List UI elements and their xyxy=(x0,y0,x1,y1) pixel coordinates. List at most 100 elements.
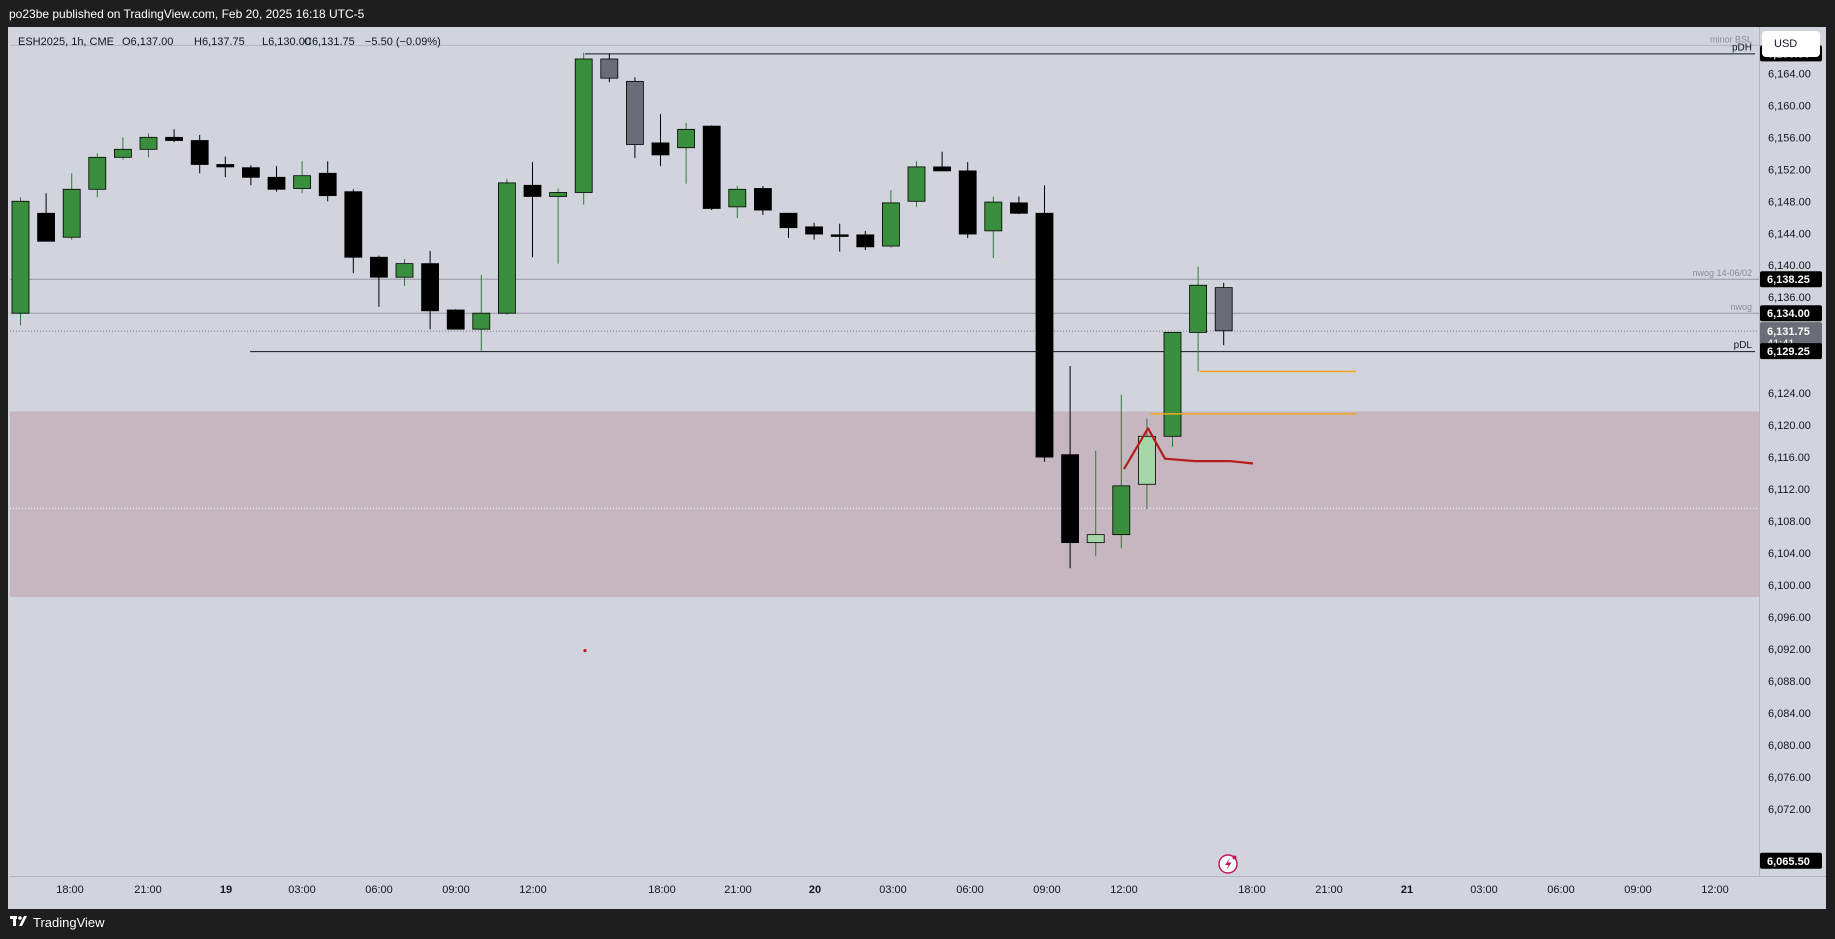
time-axis[interactable]: 18:00 21:00 19 03:00 06:00 09:00 12:00 18:00 21:… xyxy=(56,884,1729,896)
price-tick-label: 6,080.00 xyxy=(1768,740,1811,752)
candle-body xyxy=(1214,287,1233,332)
price-tick-label: 6,120.00 xyxy=(1768,420,1811,432)
candle xyxy=(421,250,440,330)
candle xyxy=(62,173,81,240)
candle-body xyxy=(728,188,747,208)
price-tick-label: 6,124.00 xyxy=(1768,388,1811,400)
candle-body xyxy=(958,170,977,235)
candle-body xyxy=(497,182,516,314)
time-tick-label: 19 xyxy=(220,884,232,896)
price-tick-label: 6,112.00 xyxy=(1768,484,1810,496)
brand-name: TradingView xyxy=(33,915,105,930)
candle xyxy=(754,186,772,215)
time-tick-label: 18:00 xyxy=(648,884,676,896)
candle xyxy=(933,151,951,172)
candle xyxy=(728,186,747,219)
candle-body xyxy=(1138,435,1156,485)
time-tick-label: 06:00 xyxy=(1547,884,1575,896)
time-tick-label: 06:00 xyxy=(956,884,984,896)
publish-info: po23be published on TradingView.com, Feb… xyxy=(9,7,365,21)
candle xyxy=(702,125,721,211)
candle xyxy=(626,77,644,159)
candles xyxy=(11,52,1233,569)
price-tick-label: 6,148.00 xyxy=(1768,196,1811,208)
price-tag-value: 6,129.25 xyxy=(1767,346,1810,358)
price-tick-label: 6,092.00 xyxy=(1768,644,1811,656)
price-tag-value: 6,138.25 xyxy=(1767,274,1810,286)
candle-body xyxy=(1035,212,1054,458)
level-label: minor BSL xyxy=(1710,34,1752,44)
candle-body xyxy=(677,128,695,149)
candle-body xyxy=(856,234,875,248)
candle-body xyxy=(1010,202,1028,214)
brand[interactable]: TradingView xyxy=(10,915,105,930)
candle-body xyxy=(190,140,209,165)
candle-body xyxy=(882,202,900,247)
candle-body xyxy=(907,166,926,202)
candle-body xyxy=(1189,284,1207,333)
time-tick-label: 18:00 xyxy=(56,884,84,896)
candle xyxy=(830,223,849,252)
candle xyxy=(1163,331,1182,447)
candle-body xyxy=(702,125,721,209)
symbol-name[interactable]: ESH2025, 1h, CME xyxy=(18,36,114,48)
candle xyxy=(472,274,491,351)
candle xyxy=(1086,450,1105,557)
candle-body xyxy=(984,201,1003,232)
alert-icon[interactable] xyxy=(1218,854,1238,874)
candle-body xyxy=(318,172,337,197)
time-tick-label: 03:00 xyxy=(879,884,907,896)
candle xyxy=(369,255,388,307)
price-tag-bg xyxy=(1760,343,1822,360)
price-tick-label: 6,140.00 xyxy=(1768,260,1811,272)
high-value: H6,137.75 xyxy=(194,36,245,48)
price-tick-label: 6,108.00 xyxy=(1768,516,1811,528)
overlays xyxy=(583,370,1356,653)
time-tick-label: 12:00 xyxy=(1110,884,1138,896)
candle-body xyxy=(830,234,849,237)
candle xyxy=(907,161,926,207)
price-tag-value: 6,131.75 xyxy=(1767,326,1810,338)
price-tick-label: 6,096.00 xyxy=(1768,612,1811,624)
price-axis[interactable]: 6,168.006,164.006,160.006,156.006,152.00… xyxy=(1768,36,1811,815)
price-tick-label: 6,144.00 xyxy=(1768,228,1811,240)
price-tag: 6,129.25 xyxy=(1760,343,1822,360)
candle-body xyxy=(1061,454,1079,544)
candle-body xyxy=(472,312,491,330)
candle xyxy=(241,165,260,186)
price-tag-bg xyxy=(1760,852,1822,869)
time-tick-label: 03:00 xyxy=(1470,884,1498,896)
currency-selector[interactable]: USD xyxy=(1762,31,1820,57)
candle-body xyxy=(114,148,132,158)
time-tick-label: 18:00 xyxy=(1238,884,1266,896)
candle xyxy=(139,133,158,158)
candle-body xyxy=(1086,534,1105,544)
price-tick-label: 6,152.00 xyxy=(1768,164,1811,176)
price-tag-bg xyxy=(1760,271,1822,288)
level-label: nwog xyxy=(1730,302,1752,312)
change-value: −5.50 (−0.09%) xyxy=(365,36,441,48)
candle xyxy=(293,161,312,194)
candle-body xyxy=(600,58,619,79)
candle xyxy=(395,258,414,287)
candle-body xyxy=(779,212,798,229)
candle-body xyxy=(574,58,593,193)
price-tick-label: 6,160.00 xyxy=(1768,100,1811,112)
time-tick-label: 12:00 xyxy=(1701,884,1729,896)
candle-body xyxy=(446,309,465,330)
price-tags: 6,166.506,138.256,134.006,131.7541:416,1… xyxy=(1760,45,1822,869)
tradingview-logo-icon xyxy=(10,915,28,930)
candle-body xyxy=(369,256,388,278)
candle-body xyxy=(933,166,951,172)
candle xyxy=(216,156,235,178)
price-tick-label: 6,156.00 xyxy=(1768,132,1811,144)
price-tick-label: 6,104.00 xyxy=(1768,548,1811,560)
price-tick-label: 6,072.00 xyxy=(1768,804,1811,816)
candle xyxy=(856,230,875,251)
candle-body xyxy=(165,136,184,141)
candle-body xyxy=(293,175,312,189)
red-trend-curve xyxy=(1123,427,1254,470)
candle xyxy=(497,178,516,315)
time-tick-label: 09:00 xyxy=(442,884,470,896)
